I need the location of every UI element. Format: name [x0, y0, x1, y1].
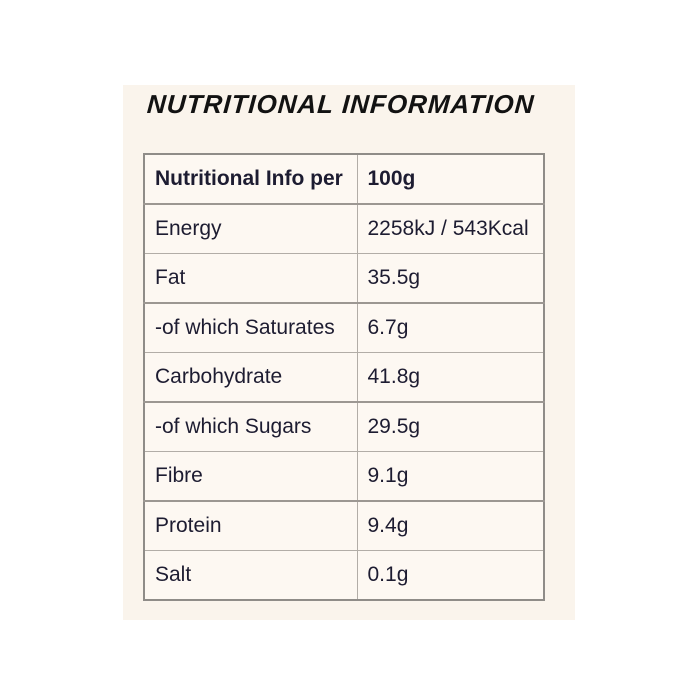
page-title: NUTRITIONAL INFORMATION	[146, 89, 536, 119]
row-value: 35.5g	[356, 253, 545, 304]
nutrition-table: Nutritional Info per 100g Energy 2258kJ …	[143, 153, 545, 601]
row-value: 9.4g	[356, 500, 545, 551]
row-value: 2258kJ / 543Kcal	[356, 203, 545, 254]
row-label: -of which Saturates	[143, 302, 358, 353]
table-row: Energy 2258kJ / 543Kcal	[143, 203, 545, 254]
row-value: 0.1g	[356, 550, 545, 601]
row-label: Protein	[143, 500, 358, 551]
table-row: Salt 0.1g	[143, 550, 545, 601]
table-row: Fat 35.5g	[143, 253, 545, 304]
row-label: Carbohydrate	[143, 352, 358, 403]
row-label: Energy	[143, 203, 358, 254]
table-row: -of which Saturates 6.7g	[143, 302, 545, 353]
table-header-label: Nutritional Info per	[143, 153, 358, 205]
table-header-value: 100g	[356, 153, 545, 205]
table-row: -of which Sugars 29.5g	[143, 401, 545, 452]
row-value: 6.7g	[356, 302, 545, 353]
row-value: 29.5g	[356, 401, 545, 452]
row-label: -of which Sugars	[143, 401, 358, 452]
nutrition-panel: NUTRITIONAL INFORMATION Nutritional Info…	[123, 85, 575, 620]
row-label: Salt	[143, 550, 358, 601]
table-header-row: Nutritional Info per 100g	[143, 153, 545, 205]
row-value: 9.1g	[356, 451, 545, 502]
table-row: Fibre 9.1g	[143, 451, 545, 502]
table-row: Carbohydrate 41.8g	[143, 352, 545, 403]
row-label: Fat	[143, 253, 358, 304]
row-label: Fibre	[143, 451, 358, 502]
table-row: Protein 9.4g	[143, 500, 545, 551]
row-value: 41.8g	[356, 352, 545, 403]
